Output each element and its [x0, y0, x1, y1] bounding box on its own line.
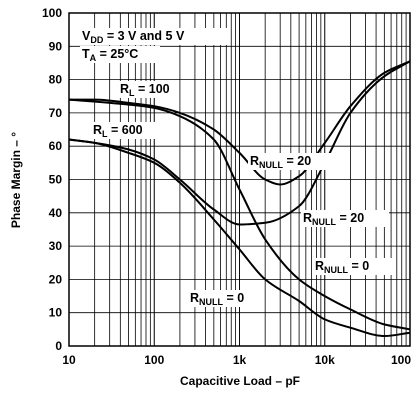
y-tick-label: 90 [49, 39, 63, 53]
y-tick-label: 40 [49, 206, 63, 220]
annotation-background [80, 28, 230, 45]
annotation-label: RNULL = 20 [303, 211, 364, 227]
x-tick-label: 1k [233, 353, 247, 367]
x-tick-label: 10 [62, 353, 76, 367]
y-tick-label: 80 [49, 73, 63, 87]
y-tick-label: 0 [55, 339, 62, 353]
series-line-3 [68, 98, 411, 331]
annotation-background [313, 258, 395, 275]
series-line-4 [68, 138, 411, 338]
x-axis-title: Capacitive Load – pF [180, 374, 300, 388]
annotation-background [301, 210, 389, 227]
annotation-label: VDD = 3 V and 5 V [82, 29, 185, 45]
y-tick-label: 30 [49, 239, 63, 253]
y-axis-title: Phase Margin – ° [9, 132, 23, 228]
y-tick-label: 10 [49, 306, 63, 320]
x-tick-label: 10k [315, 353, 335, 367]
annotation-background [188, 290, 262, 307]
annotation-label: RNULL = 0 [190, 291, 244, 307]
annotation-label: RL = 600 [93, 123, 143, 139]
annotations: VDD = 3 V and 5 V TA = 25°C RL = 100 RL = 6… [80, 28, 395, 307]
y-tick-label: 20 [49, 272, 63, 286]
annotation-background [80, 46, 160, 63]
y-tick-label: 70 [49, 106, 63, 120]
annotation-label: RNULL = 0 [315, 259, 369, 275]
y-tick-label: 50 [49, 173, 63, 187]
series-line-2 [68, 60, 411, 226]
x-tick-labels: 10 100 1k 10k 100 [62, 353, 411, 367]
annotation-background [248, 153, 336, 170]
annotation-background [118, 81, 176, 98]
y-tick-labels: 0 10 20 30 40 50 60 70 80 90 100 [42, 6, 62, 353]
x-tick-label: 100 [144, 353, 164, 367]
annotation-label: RL = 100 [120, 82, 170, 98]
annotation-background [91, 122, 155, 139]
y-tick-label: 60 [49, 139, 63, 153]
x-tick-label: 100 [391, 353, 411, 367]
plot-frame [68, 12, 411, 347]
annotation-label: TA = 25°C [82, 47, 138, 63]
y-tick-label: 100 [42, 6, 62, 20]
annotation-label: RNULL = 20 [250, 154, 311, 170]
